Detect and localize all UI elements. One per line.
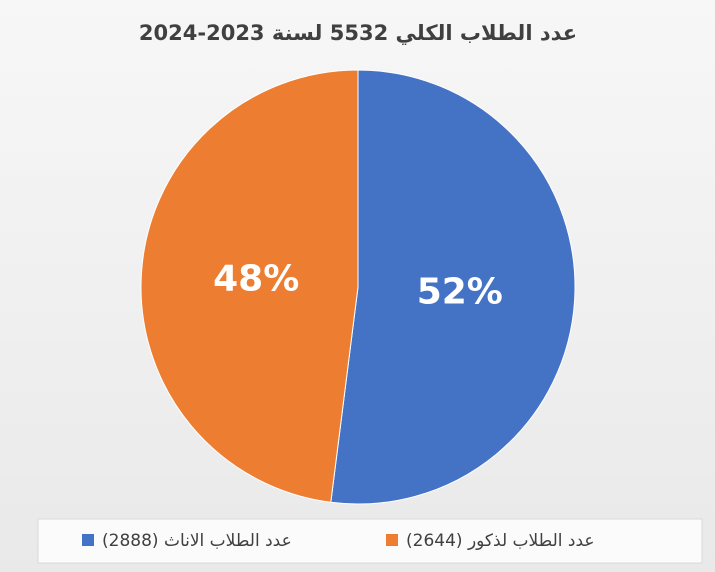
- legend-swatch: [82, 534, 94, 546]
- chart-title: عدد الطلاب الكلي 5532 لسنة 2023-2024: [139, 21, 577, 45]
- legend-swatch: [386, 534, 398, 546]
- legend-box: [37, 518, 703, 564]
- legend-label: عدد الطلاب لذكور (2644): [406, 531, 595, 551]
- pie-slice: [330, 69, 576, 505]
- slice-label: 48%: [213, 259, 299, 300]
- legend-label: عدد الطلاب الاناث (2888): [102, 531, 292, 551]
- slice-label: 52%: [417, 271, 503, 312]
- pie-slice: [140, 69, 359, 503]
